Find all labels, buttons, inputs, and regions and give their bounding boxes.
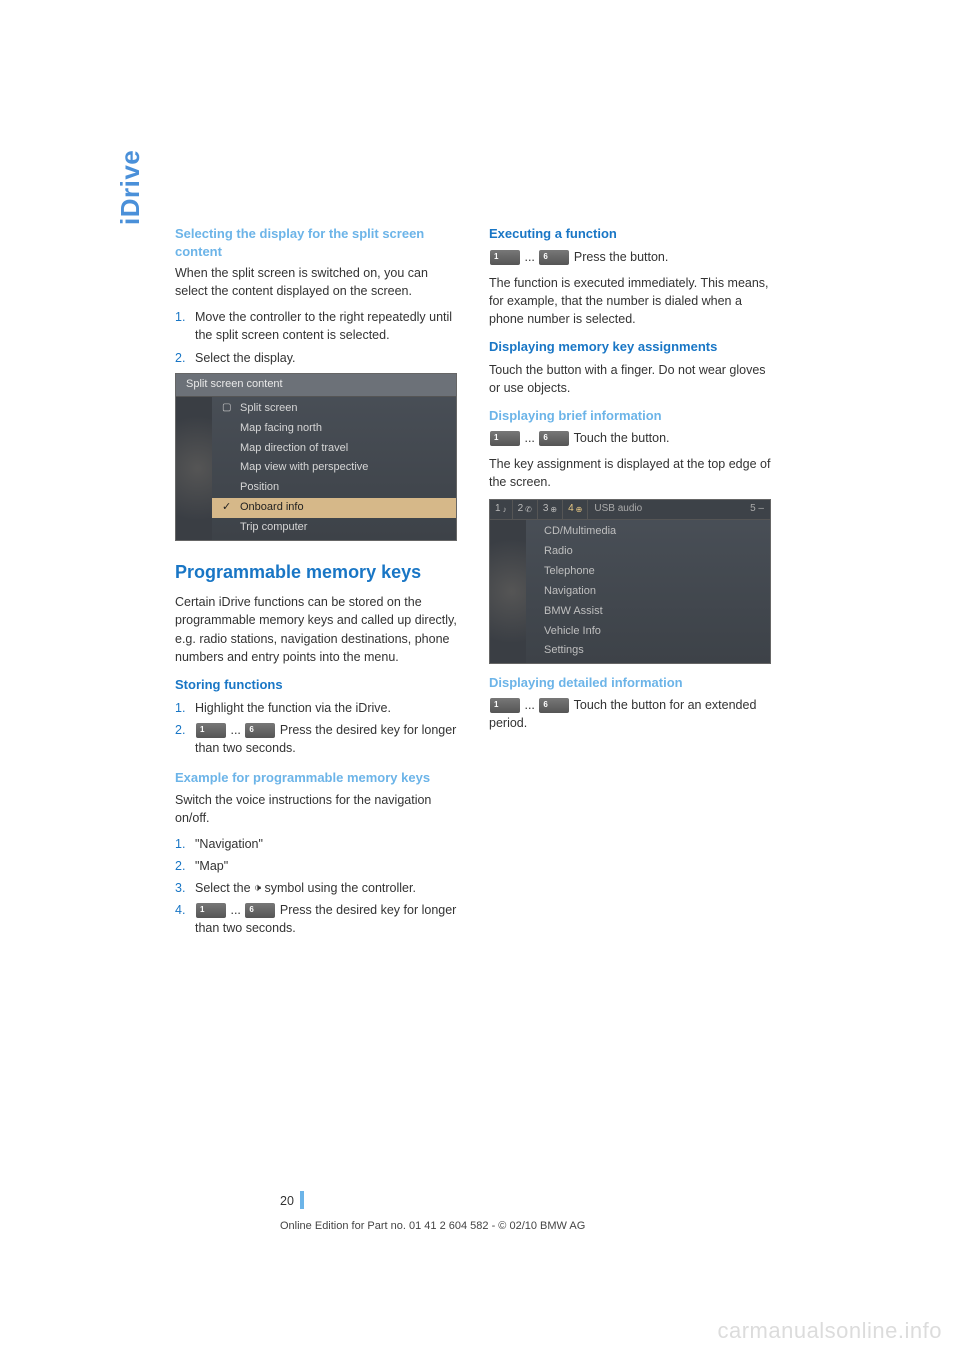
list-text-suffix: Press the desired key for longer than tw… (195, 903, 456, 935)
memory-key-6-icon (245, 723, 275, 738)
memory-key-1-icon (490, 431, 520, 446)
list-number: 2. (175, 721, 195, 757)
list-text-prefix: Select the (195, 881, 254, 895)
para: Touch the button with a finger. Do not w… (489, 361, 775, 397)
idrive-screenshot-split-screen: Split screen content Split screen Map fa… (175, 373, 457, 542)
heading-programmable-keys: Programmable memory keys (175, 559, 461, 585)
list-item: 4. ... Press the desired key for longer … (175, 901, 461, 937)
list-text: ... Press the desired key for longer tha… (195, 901, 461, 937)
speaker-icon: 🕩 (254, 881, 261, 897)
screenshot-header: Split screen content (176, 374, 456, 397)
para: The function is executed immediately. Th… (489, 274, 775, 328)
screenshot-menu-item-selected: Onboard info (212, 498, 456, 518)
heading-brief-info: Displaying brief information (489, 407, 775, 425)
list-text: Move the controller to the right repeate… (195, 308, 461, 344)
heading-split-screen: Selecting the display for the split scre… (175, 225, 461, 260)
screenshot-menu-item: Telephone (526, 562, 770, 582)
list-item: 2. "Map" (175, 857, 461, 875)
list-number: 2. (175, 349, 195, 367)
screenshot-dial-icon (176, 397, 212, 541)
screenshot-menu-item: Trip computer (212, 518, 456, 538)
memory-key-1-icon (196, 723, 226, 738)
para: ... Touch the button for an extended per… (489, 696, 775, 732)
list-number: 1. (175, 699, 195, 717)
list-number: 2. (175, 857, 195, 875)
screenshot-dial-icon (490, 520, 526, 664)
para: When the split screen is switched on, yo… (175, 264, 461, 300)
screenshot-menu-item: Map direction of travel (212, 439, 456, 459)
heading-storing-functions: Storing functions (175, 676, 461, 695)
screenshot-menu-item: Vehicle Info (526, 622, 770, 642)
list-text: "Navigation" (195, 835, 461, 853)
screenshot-menu-item: Map view with perspective (212, 458, 456, 478)
screenshot-tab-right: 5 – (744, 500, 770, 519)
memory-key-6-icon (245, 903, 275, 918)
screenshot-tab: 1 ♪ (490, 500, 513, 519)
page-number-bar (300, 1191, 304, 1209)
list-text-suffix: Press the desired key for longer than tw… (195, 723, 456, 755)
screenshot-menu-item: Split screen (212, 399, 456, 419)
memory-key-6-icon (539, 250, 569, 265)
heading-example-keys: Example for programmable memory keys (175, 769, 461, 787)
heading-displaying-assignments: Displaying memory key assignments (489, 338, 775, 357)
list-item: 3. Select the 🕩 symbol using the control… (175, 879, 461, 897)
watermark: carmanualsonline.info (717, 1318, 942, 1344)
list-text: ... Press the desired key for longer tha… (195, 721, 461, 757)
list-item: 1. "Navigation" (175, 835, 461, 853)
idrive-screenshot-main-menu: 1 ♪ 2 ✆ 3 ⊕ 4 ⊕ USB audio 5 – CD/Multime… (489, 499, 771, 664)
list-text: Highlight the function via the iDrive. (195, 699, 461, 717)
memory-key-6-icon (539, 431, 569, 446)
screenshot-menu-item: CD/Multimedia (526, 522, 770, 542)
list-item: 1. Highlight the function via the iDrive… (175, 699, 461, 717)
list-number: 3. (175, 879, 195, 897)
screenshot-tab: 2 ✆ (513, 500, 538, 519)
page-number: 20 (280, 1194, 294, 1208)
para: ... Touch the button. (489, 429, 775, 447)
memory-key-1-icon (490, 698, 520, 713)
memory-key-1-icon (490, 250, 520, 265)
screenshot-menu-item: Map facing north (212, 419, 456, 439)
memory-key-1-icon (196, 903, 226, 918)
text-suffix: Touch the button for an extended period. (489, 698, 756, 730)
text-suffix: Press the button. (574, 250, 669, 264)
text-suffix: Touch the button. (574, 431, 670, 445)
screenshot-tab-bar: 1 ♪ 2 ✆ 3 ⊕ 4 ⊕ USB audio 5 – (490, 500, 770, 520)
list-number: 4. (175, 901, 195, 937)
screenshot-menu-list: Split screen Map facing north Map direct… (212, 397, 456, 541)
list-text: "Map" (195, 857, 461, 875)
list-number: 1. (175, 835, 195, 853)
list-number: 1. (175, 308, 195, 344)
memory-key-6-icon (539, 698, 569, 713)
para: Certain iDrive functions can be stored o… (175, 593, 461, 666)
right-column: Executing a function ... Press the butto… (489, 225, 775, 941)
screenshot-menu-item: Position (212, 478, 456, 498)
para: The key assignment is displayed at the t… (489, 455, 775, 491)
heading-detailed-info: Displaying detailed information (489, 674, 775, 692)
screenshot-tab-active: 4 ⊕ (563, 500, 588, 519)
list-text: Select the 🕩 symbol using the controller… (195, 879, 461, 897)
list-text: Select the display. (195, 349, 461, 367)
side-section-label: iDrive (115, 150, 146, 225)
list-item: 1. Move the controller to the right repe… (175, 308, 461, 344)
screenshot-tab-label: USB audio (588, 500, 744, 519)
screenshot-menu-list: CD/Multimedia Radio Telephone Navigation… (526, 520, 770, 664)
screenshot-menu-item: BMW Assist (526, 602, 770, 622)
list-item: 2. Select the display. (175, 349, 461, 367)
screenshot-menu-item: Navigation (526, 582, 770, 602)
page-content: Selecting the display for the split scre… (175, 225, 775, 941)
list-item: 2. ... Press the desired key for longer … (175, 721, 461, 757)
screenshot-menu-item: Settings (526, 641, 770, 661)
para: ... Press the button. (489, 248, 775, 266)
footer-text: Online Edition for Part no. 01 41 2 604 … (280, 1220, 585, 1232)
left-column: Selecting the display for the split scre… (175, 225, 461, 941)
screenshot-tab: 3 ⊕ (538, 500, 563, 519)
list-text-suffix: symbol using the controller. (261, 881, 416, 895)
screenshot-menu-item: Radio (526, 542, 770, 562)
heading-executing-function: Executing a function (489, 225, 775, 244)
para: Switch the voice instructions for the na… (175, 791, 461, 827)
